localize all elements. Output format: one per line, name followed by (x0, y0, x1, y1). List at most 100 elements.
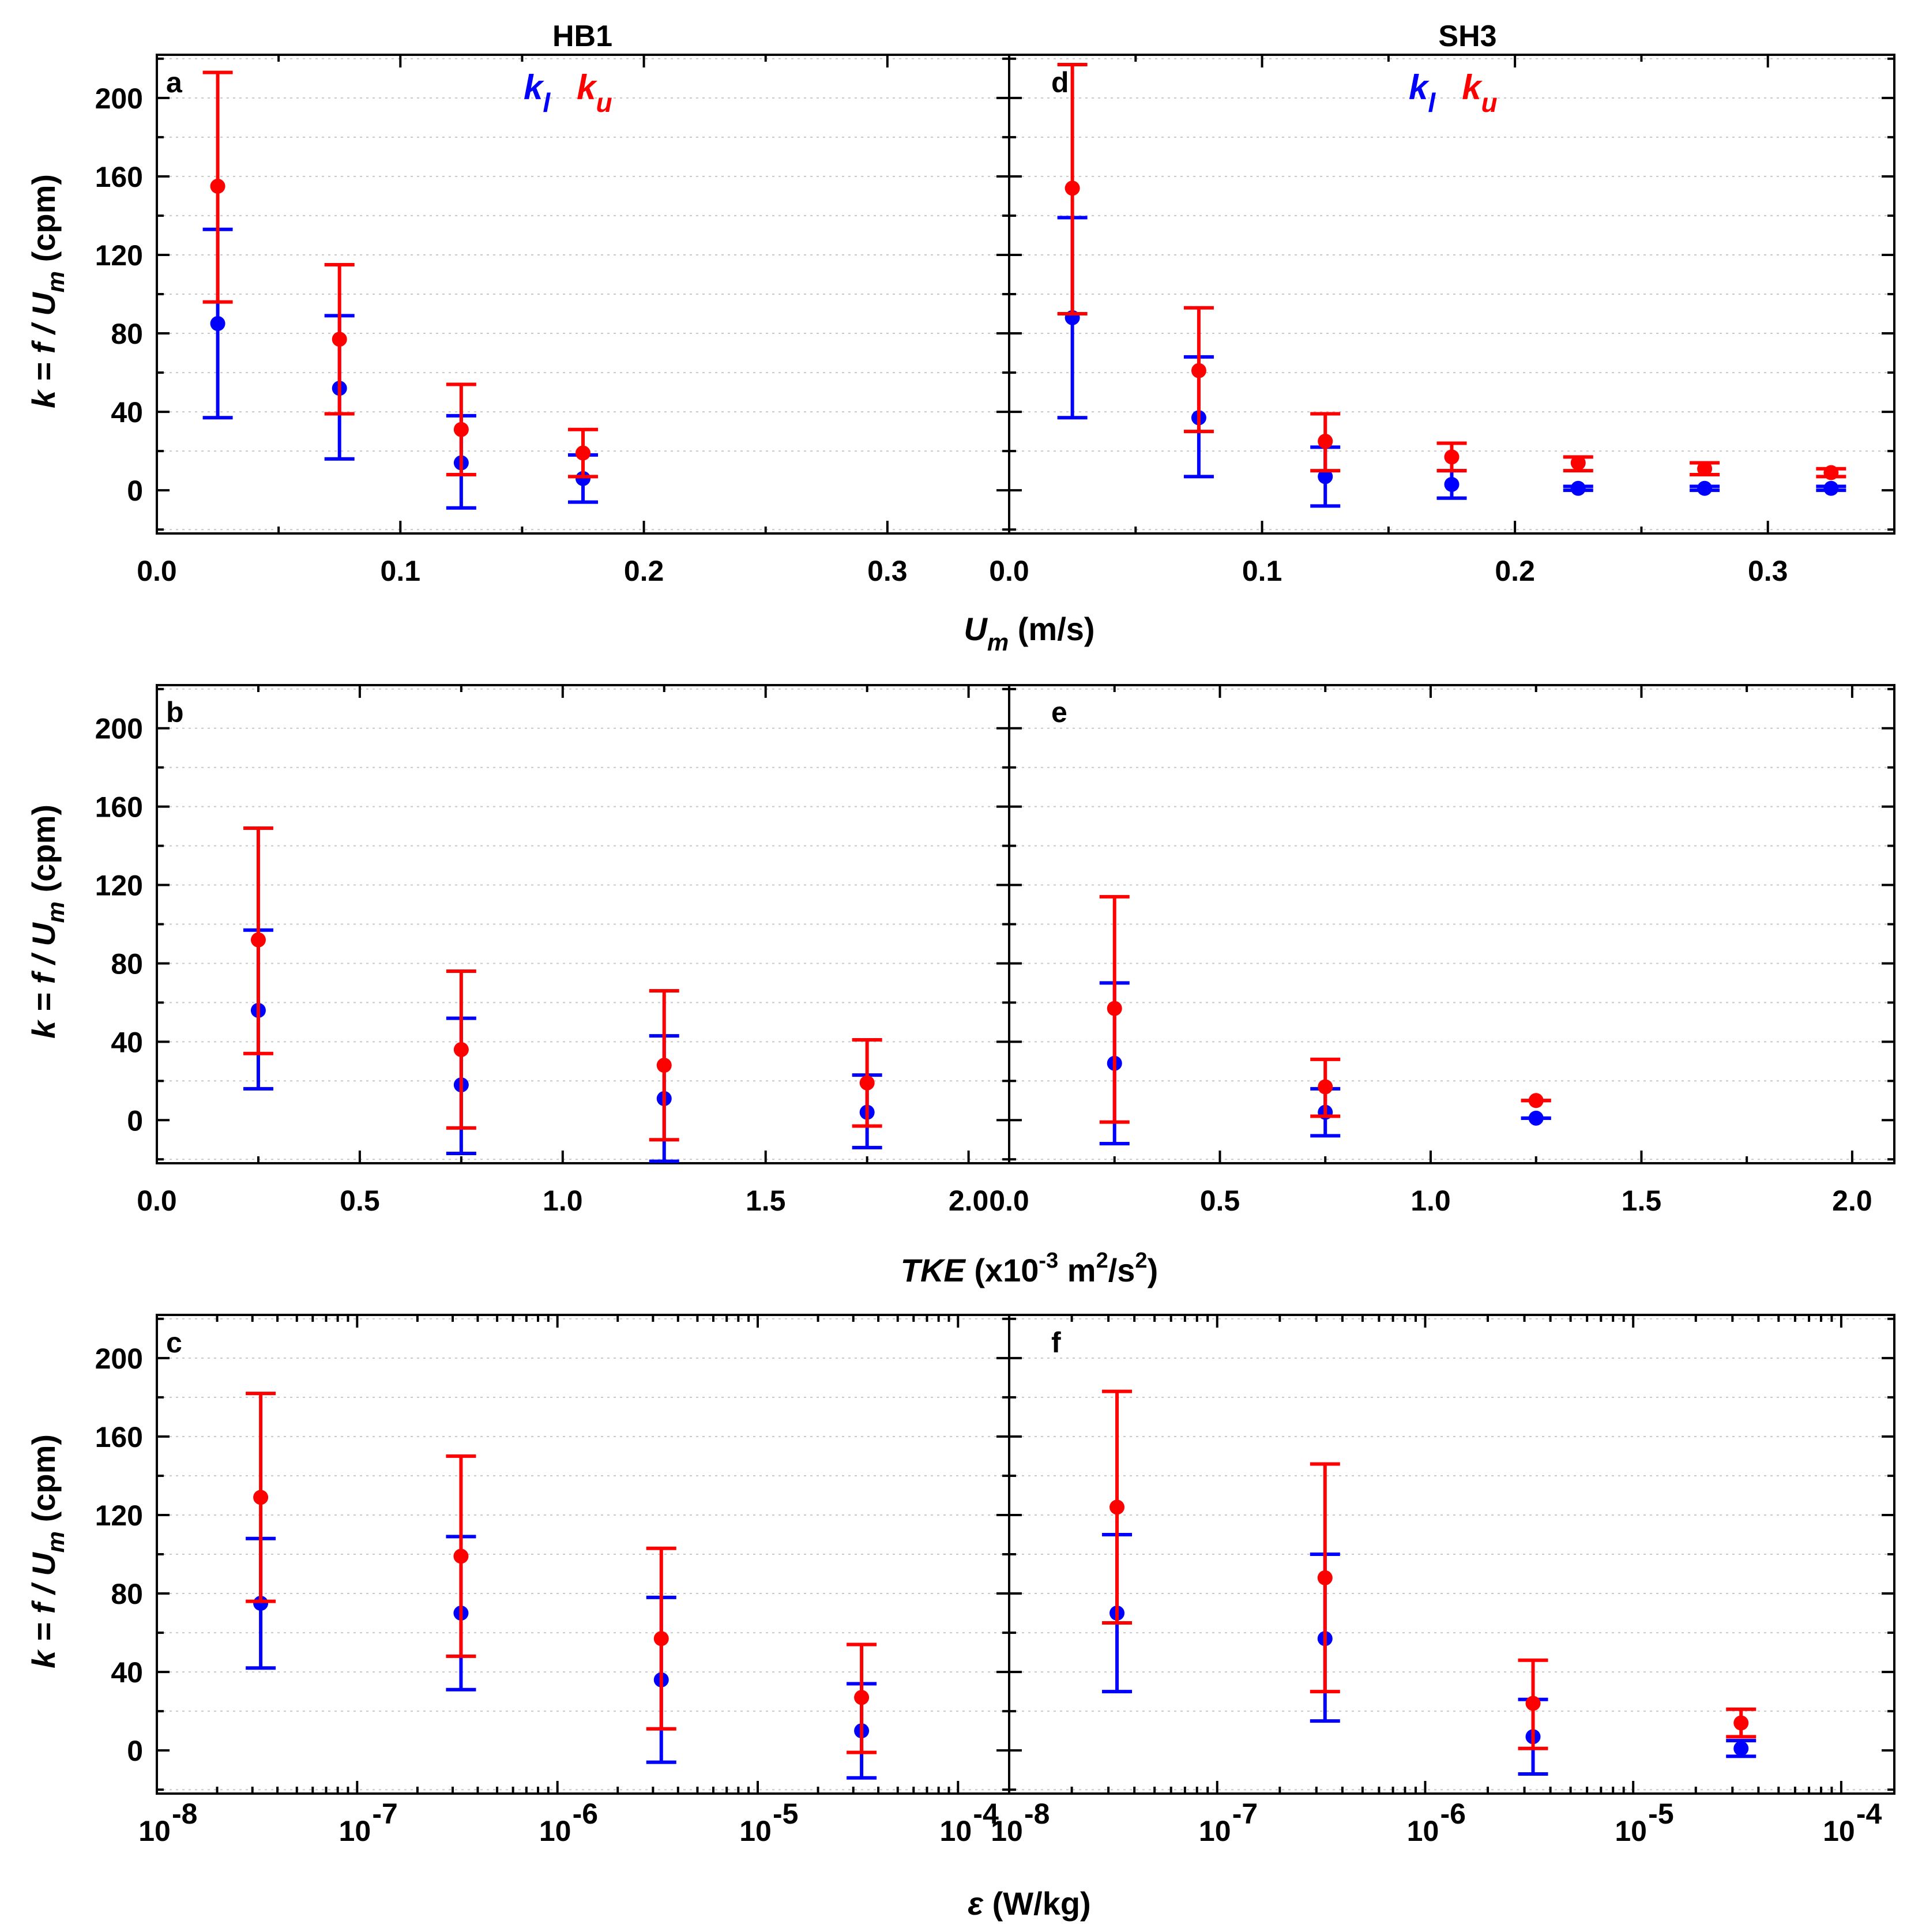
x-tick-label: 10 (539, 1815, 571, 1847)
y-axis-label-sub: m (42, 901, 69, 923)
x-axis-label-velocity: Um (m/s) (964, 611, 1094, 656)
y-axis-label-top: k = f / Um (cpm) (25, 174, 69, 408)
x-tick-label: 0.5 (1200, 1185, 1240, 1217)
x-tick-label: 10 (739, 1815, 772, 1847)
x-axis-label-velocity-main: U (964, 611, 988, 647)
data-point-ku (656, 1058, 672, 1073)
panel-d: 0.0 0.1 0.2 0.3 (989, 54, 1895, 587)
x-tick-label: 10 (1823, 1815, 1855, 1847)
legend-ku-symbol: k (577, 68, 597, 107)
y-tick-label: 40 (111, 1656, 143, 1689)
data-point-ku (1733, 1715, 1749, 1731)
x-tick-label: 0.0 (989, 1185, 1029, 1217)
data-point-ku (1318, 434, 1333, 449)
legend-kl-symbol: k (524, 68, 544, 107)
data-point-ku (1109, 1499, 1125, 1515)
x-tick-label: 10 (940, 1815, 972, 1847)
data-point-ku (854, 1690, 870, 1705)
x-axis-label-tke: TKE (x10-3 m2/s2) (901, 1249, 1158, 1288)
y-axis-label-unit: (cpm) (25, 805, 62, 901)
panel-letter-f: f (1051, 1326, 1061, 1359)
x-tick-label: 1.5 (1622, 1185, 1662, 1217)
panel-e: 0.0 0.5 1.0 1.5 2.0 (989, 684, 1895, 1217)
x-axis-label-tke-text: (x10 (965, 1252, 1039, 1288)
x-tick-label: 0.5 (340, 1185, 380, 1217)
x-tick-label: 1.5 (746, 1185, 786, 1217)
x-tick-label: 10 (1199, 1815, 1231, 1847)
legend-kl-subscript: l (1428, 88, 1436, 118)
panel-letter-b: b (166, 696, 184, 728)
panel-b: 0 40 80 120 160 200 0.0 0.5 1.0 1.5 2.0 (95, 684, 1010, 1217)
data-point-ku (1107, 1001, 1122, 1016)
x-tick-label: 0.0 (989, 555, 1029, 587)
data-point-kl (253, 1596, 269, 1611)
panel-letter-a: a (166, 66, 183, 99)
data-point-ku (210, 178, 225, 194)
x-tick-exponent: -4 (973, 1798, 999, 1830)
legend-ku-subscript: u (596, 88, 612, 118)
plot-frame (1008, 1314, 1895, 1795)
y-axis-label-main: k = f / U (25, 1552, 62, 1668)
x-tick-exponent: -5 (773, 1798, 798, 1830)
data-point-ku (576, 445, 590, 461)
y-tick-label: 200 (95, 1343, 143, 1375)
x-tick-label: 1.0 (1411, 1185, 1451, 1217)
plot-frame (1008, 54, 1895, 535)
y-tick-label: 120 (95, 239, 143, 272)
data-point-ku (253, 1490, 269, 1505)
x-tick-label: 10 (991, 1815, 1023, 1847)
x-tick-label: 10 (1615, 1815, 1647, 1847)
data-point-kl (1697, 480, 1713, 496)
x-tick-label: 10 (1407, 1815, 1439, 1847)
legend-ku-subscript: u (1481, 88, 1498, 118)
y-tick-label: 0 (127, 1104, 143, 1137)
x-axis-label-tke-exp: -3 (1039, 1249, 1058, 1273)
x-tick-label: 0.1 (381, 555, 421, 587)
x-axis-label-velocity-sub: m (987, 629, 1009, 656)
data-point-kl (1528, 1110, 1544, 1126)
legend-a: kl ku (524, 68, 612, 118)
y-tick-label: 160 (95, 791, 143, 824)
y-axis-label-unit: (cpm) (25, 174, 62, 271)
x-tick-exponent: -4 (1856, 1798, 1882, 1830)
y-tick-label: 0 (127, 475, 143, 507)
x-tick-label: 0.0 (137, 1185, 177, 1217)
x-tick-label: 0.2 (1495, 555, 1535, 587)
data-point-kl (1318, 469, 1333, 484)
y-axis-label-sub: m (42, 271, 69, 292)
y-tick-label: 80 (111, 318, 143, 350)
x-tick-label: 0.1 (1242, 555, 1282, 587)
data-point-kl (1823, 480, 1839, 496)
data-point-ku (1697, 461, 1713, 476)
y-tick-label: 160 (95, 1421, 143, 1453)
data-point-ku (1317, 1570, 1333, 1585)
y-tick-label: 200 (95, 82, 143, 115)
x-tick-label: 2.0 (1832, 1185, 1872, 1217)
x-axis-label-tke-main: TKE (901, 1252, 966, 1288)
y-axis-label-main: k = f / U (25, 292, 62, 408)
data-point-ku (453, 422, 469, 437)
data-point-ku (653, 1631, 669, 1647)
x-tick-exponent: -8 (172, 1798, 197, 1830)
data-point-ku (332, 332, 347, 347)
data-point-ku (1528, 1093, 1544, 1108)
y-tick-label: 40 (111, 1026, 143, 1058)
y-axis-label-unit: (cpm) (25, 1434, 62, 1531)
x-tick-label: 0.0 (137, 555, 177, 587)
x-tick-exponent: -6 (573, 1798, 598, 1830)
data-point-kl (210, 316, 225, 332)
legend-ku-symbol: k (1462, 68, 1483, 107)
column-title-hb1: HB1 (552, 20, 612, 53)
data-point-ku (453, 1548, 469, 1564)
data-point-ku (1444, 449, 1460, 465)
data-point-ku (1570, 455, 1586, 471)
y-tick-label: 0 (127, 1735, 143, 1767)
data-point-ku (1525, 1696, 1541, 1711)
x-axis-label-velocity-unit: (m/s) (1009, 611, 1094, 647)
y-tick-label: 80 (111, 1578, 143, 1610)
x-axis-label-epsilon-unit: (W/kg) (983, 1885, 1091, 1922)
data-point-ku (453, 1042, 469, 1057)
data-point-kl (576, 471, 590, 486)
x-tick-exponent: -6 (1440, 1798, 1465, 1830)
